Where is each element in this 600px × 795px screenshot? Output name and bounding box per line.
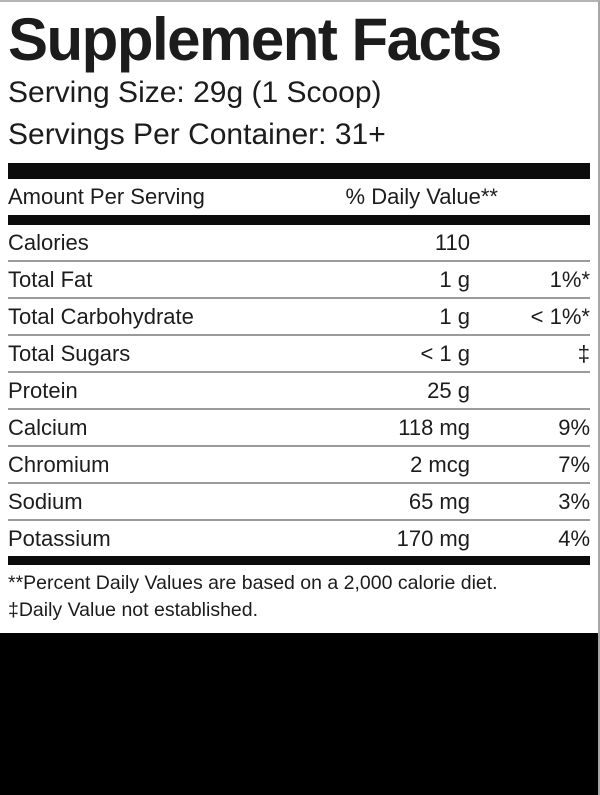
nutrient-name: Calories: [8, 229, 89, 255]
nutrient-amount: 2 mcg: [410, 451, 470, 477]
table-row: Protein 25 g: [8, 373, 590, 410]
daily-value-header: % Daily Value**: [345, 184, 498, 209]
table-header-row: Amount Per Serving % Daily Value**: [8, 179, 590, 215]
nutrient-amount: 25 g: [427, 377, 470, 403]
nutrient-amount: 1 g: [439, 266, 470, 292]
nutrient-daily-value: 9%: [558, 414, 590, 440]
nutrient-amount: 170 mg: [396, 525, 470, 551]
nutrient-name: Total Sugars: [8, 340, 131, 366]
nutrient-name: Protein: [8, 377, 78, 403]
divider-thick-bottom: [8, 556, 590, 565]
table-row: Calcium 118 mg 9%: [8, 410, 590, 447]
divider-thick-top: [8, 163, 590, 179]
nutrient-daily-value: 4%: [558, 525, 590, 551]
nutrient-name: Chromium: [8, 451, 110, 477]
nutrient-daily-value: ‡: [577, 340, 590, 366]
nutrient-name: Total Carbohydrate: [8, 303, 194, 329]
nutrient-amount: 118 mg: [398, 414, 470, 440]
nutrient-name: Potassium: [8, 525, 111, 551]
nutrient-amount: < 1 g: [420, 340, 470, 366]
table-row: Calories 110: [8, 225, 590, 262]
footnote-daily-values: **Percent Daily Values are based on a 2,…: [8, 572, 498, 594]
table-row: Potassium 170 mg 4%: [8, 521, 590, 556]
nutrient-name: Sodium: [8, 488, 83, 514]
label-title: Supplement Facts: [8, 6, 502, 73]
nutrient-daily-value: 3%: [558, 488, 590, 514]
table-row: Total Sugars < 1 g ‡: [8, 336, 590, 373]
label-content: Supplement Facts Serving Size: 29g (1 Sc…: [0, 2, 598, 624]
nutrient-table: Calories 110 Total Fat 1 g 1%* Total Carbohyd…: [8, 225, 590, 556]
serving-size-line: Serving Size: 29g (1 Scoop): [8, 76, 382, 109]
servings-per-container-line: Servings Per Container: 31+: [8, 118, 386, 151]
amount-per-serving-header: Amount Per Serving: [8, 184, 205, 209]
nutrient-daily-value: 7%: [558, 451, 590, 477]
nutrient-amount: 65 mg: [408, 488, 470, 514]
footnote-dv-not-established: ‡Daily Value not established.: [8, 599, 259, 621]
nutrient-amount: 1 g: [439, 303, 470, 329]
footnotes: **Percent Daily Values are based on a 2,…: [8, 570, 590, 624]
table-row: Total Fat 1 g 1%*: [8, 262, 590, 299]
divider-medium: [8, 215, 590, 225]
table-row: Sodium 65 mg 3%: [8, 484, 590, 521]
nutrient-amount: 110: [434, 229, 470, 255]
bottom-black-block: [0, 633, 598, 795]
table-row: Total Carbohydrate 1 g < 1%*: [8, 299, 590, 336]
nutrient-daily-value: < 1%*: [530, 303, 590, 329]
table-row: Chromium 2 mcg 7%: [8, 447, 590, 484]
nutrient-name: Calcium: [8, 414, 88, 440]
nutrient-name: Total Fat: [8, 266, 93, 292]
nutrient-daily-value: 1%*: [549, 266, 590, 292]
